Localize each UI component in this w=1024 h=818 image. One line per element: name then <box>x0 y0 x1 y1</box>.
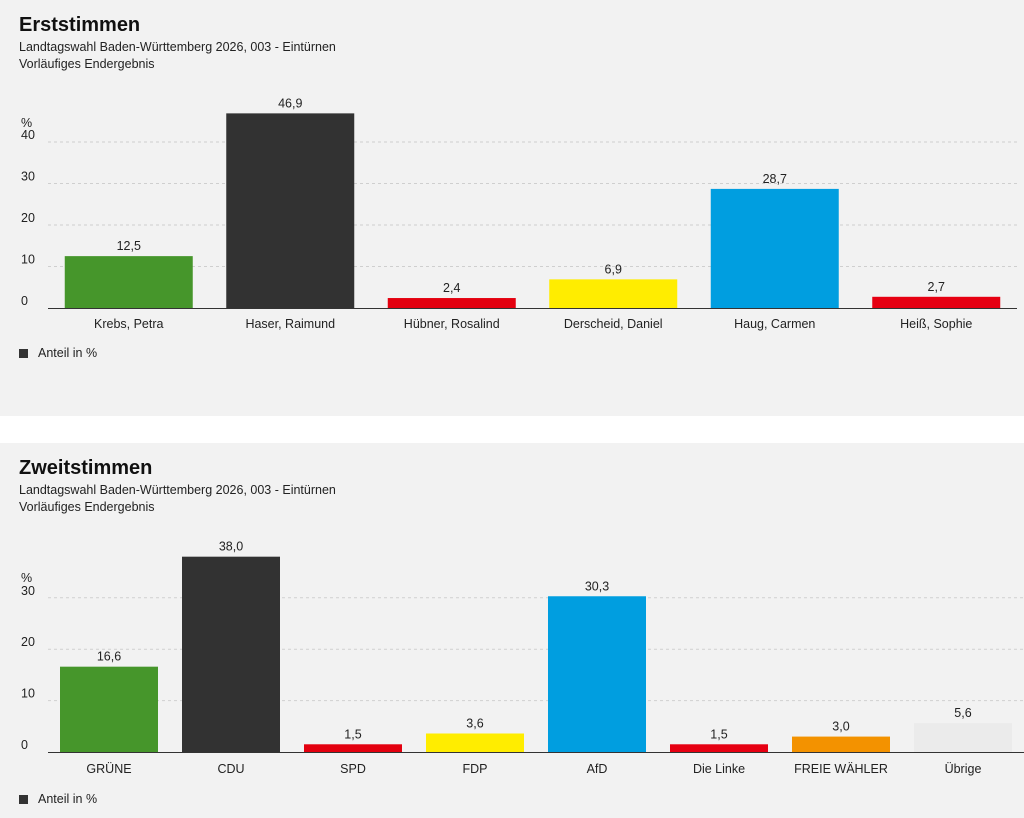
data-label: 12,5 <box>117 239 141 253</box>
y-axis-label: % <box>21 571 32 585</box>
data-label: 28,7 <box>763 172 787 186</box>
chart-title: Erststimmen <box>19 14 141 36</box>
zweitstimmen-bar-chart: % 0 10 20 30 16,6 GRÜNE 38,0 CDU 1,5 SPD 3,6 FDP 30,3… <box>21 540 1024 776</box>
y-tick-label: 0 <box>21 294 28 308</box>
y-tick-label: 20 <box>21 635 35 649</box>
bar <box>60 666 158 752</box>
y-tick-label: 40 <box>21 128 35 142</box>
y-tick-label: 10 <box>21 687 35 701</box>
x-tick-label: FDP <box>463 762 488 776</box>
legend-label: Anteil in % <box>38 346 98 360</box>
bar <box>670 744 768 752</box>
legend-label: Anteil in % <box>38 792 98 806</box>
x-tick-label: Krebs, Petra <box>94 317 164 331</box>
data-label: 30,3 <box>585 579 609 593</box>
chart-subtitle: Landtagswahl Baden-Württemberg 2026, 003… <box>19 483 336 497</box>
data-label: 38,0 <box>219 540 243 554</box>
data-label: 5,6 <box>954 706 971 720</box>
bar <box>182 556 280 752</box>
bar <box>710 188 839 308</box>
bar <box>792 736 890 752</box>
x-tick-label: Haug, Carmen <box>734 317 815 331</box>
data-label: 3,6 <box>466 716 483 730</box>
x-tick-label: Übrige <box>945 762 982 776</box>
chart-legend[interactable]: Anteil in % <box>19 792 97 806</box>
y-tick-label: 30 <box>21 584 35 598</box>
chart-title: Zweitstimmen <box>19 457 153 479</box>
bar <box>549 279 678 308</box>
data-label: 2,7 <box>928 280 945 294</box>
result-status: Vorläufiges Endergebnis <box>19 57 155 71</box>
x-tick-label: Haser, Raimund <box>245 317 335 331</box>
x-tick-label: Hübner, Rosalind <box>404 317 500 331</box>
bar <box>914 723 1012 752</box>
y-axis-label: % <box>21 116 32 130</box>
data-label: 1,5 <box>710 727 727 741</box>
y-tick-label: 30 <box>21 170 35 184</box>
y-tick-label: 10 <box>21 253 35 267</box>
y-tick-label: 0 <box>21 738 28 752</box>
data-label: 1,5 <box>344 727 361 741</box>
y-tick-label: 20 <box>21 211 35 225</box>
x-tick-label: GRÜNE <box>86 762 131 776</box>
legend-swatch <box>19 348 28 358</box>
result-status: Vorläufiges Endergebnis <box>19 500 155 514</box>
x-tick-label: Heiß, Sophie <box>900 317 972 331</box>
x-tick-label: AfD <box>587 762 608 776</box>
erststimmen-panel: Erststimmen Landtagswahl Baden-Württembe… <box>0 0 1024 416</box>
x-tick-label: FREIE WÄHLER <box>794 762 888 776</box>
zweitstimmen-panel: Zweitstimmen Landtagswahl Baden-Württemb… <box>0 443 1024 818</box>
data-label: 46,9 <box>278 96 302 110</box>
data-label: 2,4 <box>443 281 460 295</box>
chart-legend[interactable]: Anteil in % <box>19 346 97 360</box>
erststimmen-bar-chart: % 0 10 20 30 40 12,5 Krebs, Petra 46,9 Haser, Rai… <box>21 96 1017 331</box>
x-tick-label: CDU <box>217 762 244 776</box>
x-tick-label: Derscheid, Daniel <box>564 317 663 331</box>
bar <box>426 733 524 752</box>
data-label: 6,9 <box>605 262 622 276</box>
x-tick-label: Die Linke <box>693 762 745 776</box>
x-tick-label: SPD <box>340 762 366 776</box>
data-label: 16,6 <box>97 650 121 664</box>
bar <box>872 296 1001 308</box>
bar <box>548 596 646 752</box>
data-label: 3,0 <box>832 720 849 734</box>
legend-swatch <box>19 794 28 804</box>
bar <box>387 298 516 308</box>
bar <box>304 744 402 752</box>
bar <box>64 256 193 308</box>
bar <box>226 113 355 309</box>
chart-subtitle: Landtagswahl Baden-Württemberg 2026, 003… <box>19 40 336 54</box>
